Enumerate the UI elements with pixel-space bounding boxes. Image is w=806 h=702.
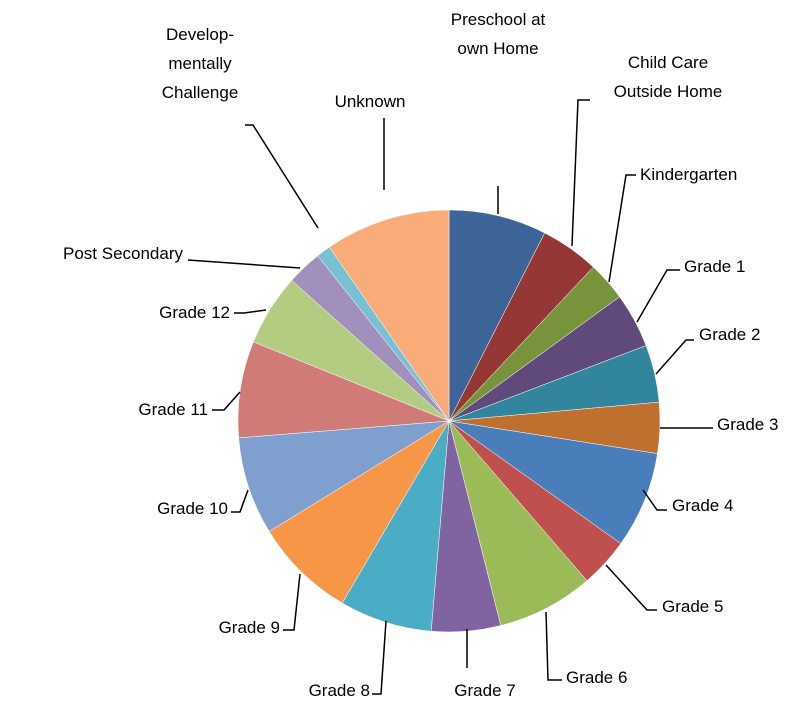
leader-line <box>571 99 590 247</box>
slice-label: Grade 8 <box>308 681 370 700</box>
slice-label: Grade 10 <box>157 499 228 518</box>
leader-line <box>245 124 319 229</box>
slice-label: Grade 11 <box>138 400 208 419</box>
leader-line <box>655 339 694 375</box>
leader-line <box>231 489 249 513</box>
slice-label: Develop-mentally Challenge <box>161 25 239 102</box>
leader-line <box>636 269 680 323</box>
pie-slice <box>448 209 546 422</box>
pie-slice <box>237 341 450 439</box>
slice-label: Grade 4 <box>672 496 734 515</box>
leader-line <box>372 620 387 695</box>
leader-line <box>545 611 562 681</box>
slice-label: Grade 2 <box>699 325 761 344</box>
leader-line <box>283 573 301 631</box>
slice-label: Child Care Outside Home <box>613 53 723 101</box>
slice-label: Grade 7 <box>454 681 516 700</box>
pie-slice <box>448 420 658 544</box>
slice-label: Grade 3 <box>717 415 779 434</box>
slice-label: Grade 5 <box>662 597 724 616</box>
leader-line <box>642 489 667 511</box>
leader-line <box>234 309 267 314</box>
slice-label: Grade 6 <box>566 668 628 687</box>
leader-line <box>605 564 657 611</box>
leader-line <box>212 391 241 411</box>
slice-label: Grade 12 <box>159 303 230 322</box>
slice-label: Unknown <box>334 92 406 111</box>
pie-slice <box>238 420 450 532</box>
slice-label: Grade 1 <box>684 257 746 276</box>
pie-slice <box>329 209 450 422</box>
pie-slice <box>448 420 588 626</box>
leader-line <box>187 259 301 269</box>
leader-line <box>608 174 636 283</box>
slice-label: Kindergarten <box>640 165 738 184</box>
slice-label: Preschool at own Home <box>450 10 546 58</box>
pie-slice <box>268 420 450 604</box>
slice-label: Post Secondary <box>62 244 183 263</box>
slice-label: Grade 9 <box>218 618 280 637</box>
